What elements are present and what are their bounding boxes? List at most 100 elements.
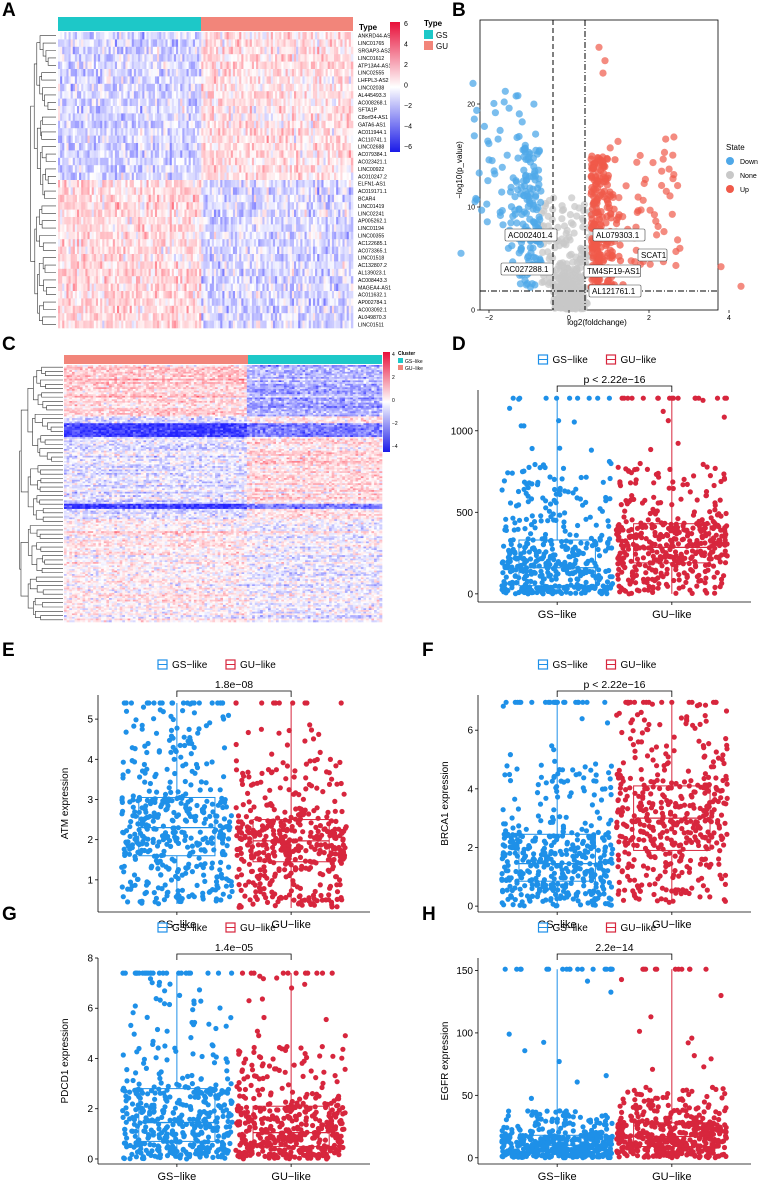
data-point — [283, 776, 289, 782]
data-point — [689, 548, 696, 554]
data-point — [668, 861, 674, 867]
row-dendrogram-c — [19, 366, 63, 621]
data-point — [236, 866, 242, 872]
data-point — [155, 901, 162, 907]
data-point — [505, 561, 511, 567]
category-label: GS−like — [157, 1171, 196, 1183]
data-point — [653, 809, 659, 815]
gene-label: AL049870.3 — [358, 315, 386, 321]
data-point — [303, 1117, 309, 1124]
data-point — [197, 1111, 203, 1118]
data-point — [663, 860, 669, 866]
data-point — [545, 586, 551, 592]
data-point — [298, 1121, 305, 1127]
data-point — [266, 1063, 273, 1069]
data-point — [240, 1156, 246, 1162]
data-point — [507, 850, 513, 856]
data-point — [618, 542, 625, 548]
data-point — [681, 802, 688, 808]
legend-swatch-gs — [424, 30, 433, 39]
data-point — [694, 574, 700, 580]
category-label: GS−like — [538, 1171, 577, 1183]
data-point — [297, 893, 303, 899]
data-point — [540, 463, 546, 469]
data-point — [235, 813, 242, 819]
data-point — [147, 976, 154, 982]
data-point — [271, 849, 277, 855]
data-point — [224, 1068, 230, 1074]
data-point — [205, 970, 211, 976]
data-point — [156, 1148, 162, 1154]
data-point — [175, 789, 181, 795]
data-point — [602, 844, 609, 850]
data-point — [724, 746, 730, 752]
data-point — [625, 873, 631, 879]
data-point — [209, 700, 215, 706]
data-point — [722, 820, 728, 826]
data-point — [160, 837, 166, 843]
data-point — [185, 844, 191, 850]
data-point — [340, 1144, 346, 1151]
data-point — [520, 871, 526, 877]
data-point — [566, 554, 572, 560]
data-point — [215, 1133, 222, 1139]
data-point — [334, 1132, 340, 1138]
data-point — [128, 700, 134, 706]
data-point — [342, 845, 348, 851]
data-point — [285, 970, 291, 976]
data-point — [320, 789, 326, 795]
data-point — [197, 829, 203, 835]
data-point — [298, 1127, 304, 1133]
data-point — [562, 528, 568, 534]
data-point — [623, 519, 629, 525]
data-point — [243, 1153, 250, 1159]
data-point — [621, 514, 627, 520]
data-point — [302, 1132, 308, 1138]
data-point — [700, 461, 706, 467]
data-point — [629, 578, 635, 585]
data-point — [557, 814, 563, 820]
data-point — [521, 555, 527, 561]
data-point — [606, 523, 612, 529]
data-point — [692, 562, 699, 569]
data-point — [625, 468, 632, 474]
data-point — [148, 970, 154, 976]
volcano-point — [652, 217, 660, 225]
data-point — [616, 566, 622, 572]
data-point — [543, 498, 549, 504]
data-point — [146, 1132, 152, 1138]
data-point — [242, 882, 249, 888]
data-point — [616, 534, 622, 540]
data-point — [167, 779, 173, 785]
data-point — [509, 887, 515, 894]
data-point — [621, 395, 627, 401]
data-point — [651, 480, 657, 486]
points-gu — [614, 699, 730, 905]
data-point — [517, 395, 523, 401]
data-point — [248, 1082, 254, 1088]
gene-label: SFTA1P — [358, 108, 378, 114]
data-point — [122, 970, 128, 976]
pvalue-label: 1.8e−08 — [215, 679, 253, 691]
data-point — [263, 1126, 269, 1133]
data-point — [265, 1139, 271, 1145]
data-point — [302, 1051, 308, 1057]
data-point — [188, 1035, 194, 1041]
data-point — [221, 774, 227, 780]
data-point — [527, 556, 534, 562]
data-point — [562, 488, 568, 494]
data-point — [301, 1058, 307, 1064]
data-point — [683, 579, 689, 585]
gene-label: AL139023.1 — [358, 271, 386, 277]
data-point — [190, 1130, 196, 1136]
data-point — [290, 848, 296, 854]
data-point — [207, 1124, 213, 1130]
data-point — [125, 899, 131, 905]
legend-gu-label: GU−like — [240, 660, 276, 671]
data-point — [722, 881, 728, 887]
data-point — [243, 1128, 250, 1134]
data-point — [528, 863, 534, 869]
data-point — [589, 557, 595, 563]
data-point — [136, 1148, 143, 1154]
data-point — [513, 868, 519, 875]
